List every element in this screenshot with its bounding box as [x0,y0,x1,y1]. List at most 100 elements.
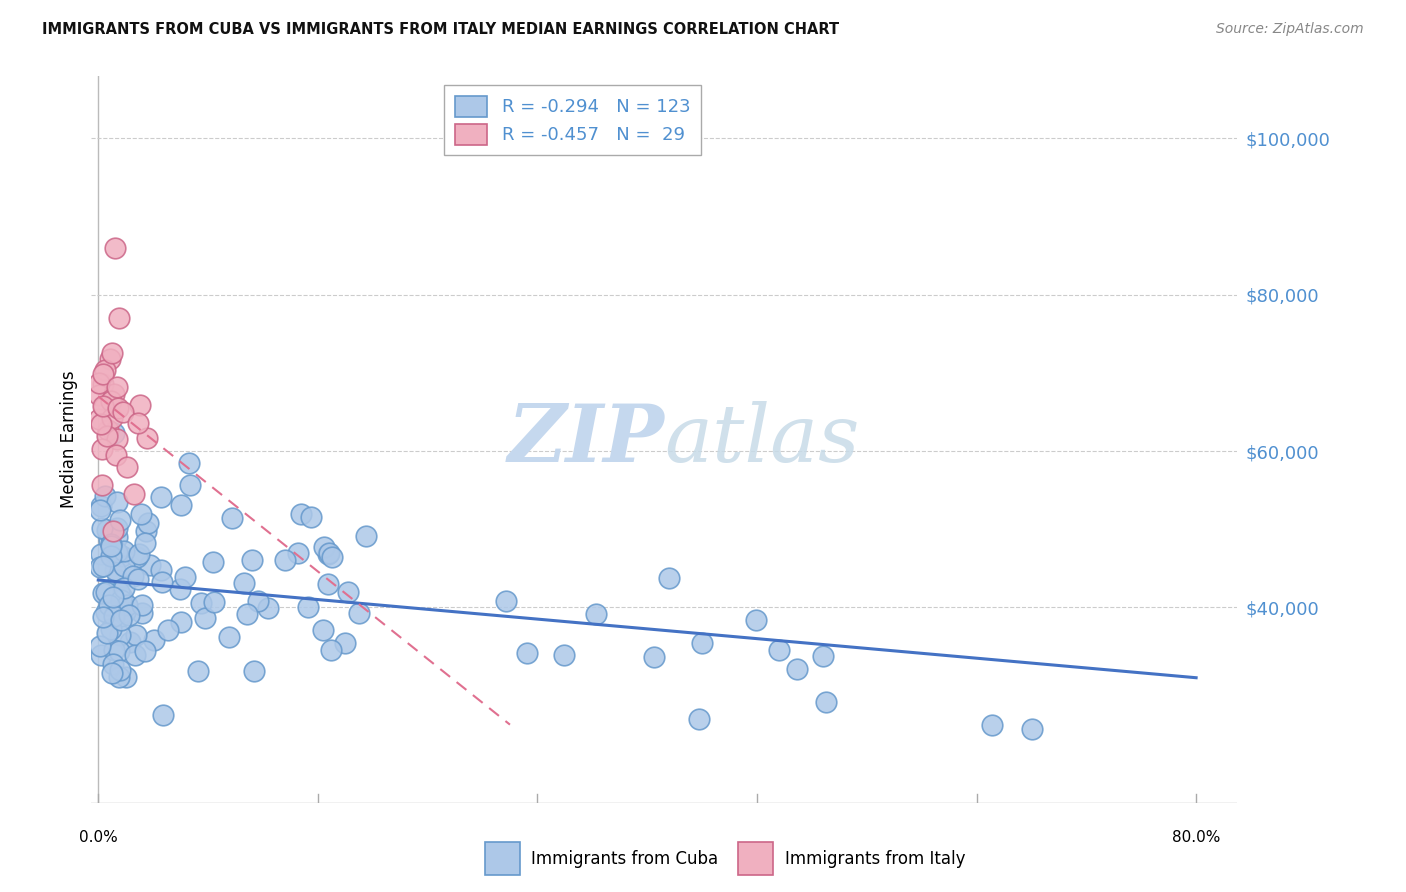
Point [90,442,112,456]
Point [170,615,193,630]
Point [114,605,136,619]
Text: IMMIGRANTS FROM CUBA VS IMMIGRANTS FROM ITALY MEDIAN EARNINGS CORRELATION CHART: IMMIGRANTS FROM CUBA VS IMMIGRANTS FROM … [42,22,839,37]
Point [690,635,713,649]
Point [96,626,118,640]
Point [112,544,135,558]
Point [233,575,256,590]
Point [101,345,124,359]
Point [316,547,339,561]
Point [786,662,808,676]
Point [143,632,166,647]
Point [90,499,112,513]
Point [108,513,131,527]
Point [815,696,838,710]
Point [89,639,111,653]
Point [318,545,340,559]
Point [91,399,114,413]
Point [218,630,240,644]
Point [336,585,359,599]
Point [91,610,114,624]
Point [354,528,377,542]
Point [96,605,118,619]
Point [90,547,112,561]
Y-axis label: Median Earnings: Median Earnings [59,370,77,508]
Point [246,593,269,607]
Point [111,590,134,604]
Point [131,599,153,613]
Point [129,507,152,521]
Point [150,575,173,590]
Point [111,549,134,564]
Point [96,524,118,538]
Point [152,708,174,723]
Point [100,540,122,554]
Point [105,380,128,394]
Point [297,599,319,614]
Point [134,644,156,658]
Point [89,502,111,516]
Point [349,607,371,621]
Point [312,623,335,637]
Point [115,460,138,475]
Point [94,584,117,599]
Point [110,609,132,624]
Point [290,507,312,521]
Point [274,553,297,567]
Point [127,572,149,586]
Point [100,665,122,680]
Point [122,486,145,500]
Point [105,530,128,544]
Point [90,648,112,662]
FancyBboxPatch shape [738,842,773,875]
Point [101,524,124,538]
Point [103,426,125,441]
Point [105,521,128,535]
Point [110,613,132,627]
Point [100,393,122,408]
Point [157,623,180,637]
Point [91,586,114,600]
Point [553,648,575,663]
Point [118,608,141,623]
Point [312,540,335,554]
Point [135,524,157,538]
Point [131,606,153,620]
Point [139,558,162,572]
Point [169,498,191,512]
Text: Source: ZipAtlas.com: Source: ZipAtlas.com [1216,22,1364,37]
Point [98,352,121,367]
Point [103,643,125,657]
Point [105,494,128,508]
Point [87,376,110,390]
Point [813,649,835,664]
Point [91,368,114,382]
Point [129,399,152,413]
Point [98,527,121,541]
Point [100,537,122,551]
Point [89,560,111,574]
Point [87,412,110,426]
Point [110,593,132,607]
Point [108,644,131,658]
Text: ZIP: ZIP [508,401,664,478]
Point [105,544,128,558]
Point [103,609,125,624]
Point [97,424,120,438]
Point [149,491,172,505]
Point [87,387,110,401]
Point [101,411,124,425]
Point [108,311,131,326]
Point [980,717,1002,731]
Point [127,550,149,565]
Point [105,449,128,463]
Point [98,533,121,547]
Point [321,549,343,564]
Point [108,670,131,684]
Point [90,417,112,432]
Point [169,582,191,596]
Text: atlas: atlas [664,401,859,478]
Point [585,607,607,621]
Text: Immigrants from Italy: Immigrants from Italy [785,849,965,868]
Point [103,657,125,672]
Point [107,573,129,587]
